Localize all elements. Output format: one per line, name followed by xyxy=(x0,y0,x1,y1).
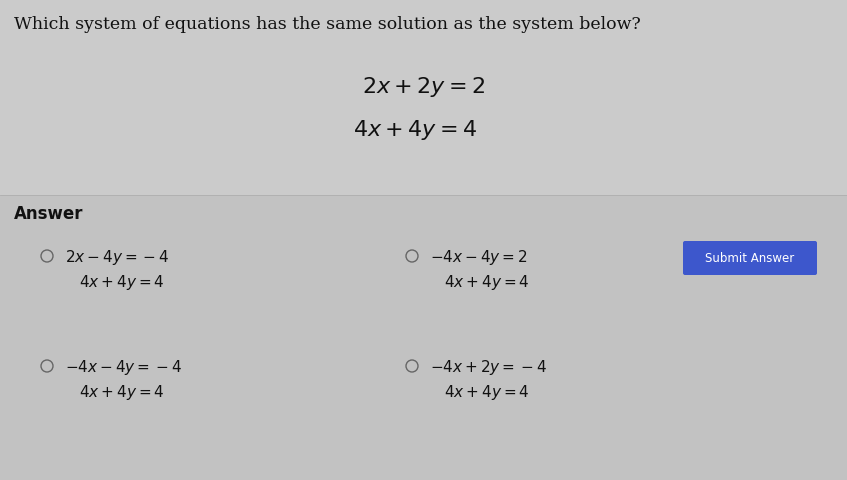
Text: Answer: Answer xyxy=(14,205,84,223)
Text: $-4x - 4y = 2$: $-4x - 4y = 2$ xyxy=(430,248,528,267)
FancyBboxPatch shape xyxy=(0,195,847,480)
Text: $4x + 4y = 4$: $4x + 4y = 4$ xyxy=(444,273,529,292)
Text: $2x - 4y = -4$: $2x - 4y = -4$ xyxy=(65,248,169,267)
Text: Submit Answer: Submit Answer xyxy=(706,252,794,264)
Text: $4x + 4y = 4$: $4x + 4y = 4$ xyxy=(444,383,529,402)
Text: $-4x - 4y = -4$: $-4x - 4y = -4$ xyxy=(65,358,182,377)
Text: $4x + 4y = 4$: $4x + 4y = 4$ xyxy=(353,118,478,142)
Text: $-4x + 2y = -4$: $-4x + 2y = -4$ xyxy=(430,358,547,377)
FancyBboxPatch shape xyxy=(683,241,817,275)
Text: $2x + 2y = 2$: $2x + 2y = 2$ xyxy=(362,75,485,99)
Text: $4x + 4y = 4$: $4x + 4y = 4$ xyxy=(79,383,164,402)
Text: $4x + 4y = 4$: $4x + 4y = 4$ xyxy=(79,273,164,292)
Text: Which system of equations has the same solution as the system below?: Which system of equations has the same s… xyxy=(14,16,640,33)
FancyBboxPatch shape xyxy=(0,0,847,195)
